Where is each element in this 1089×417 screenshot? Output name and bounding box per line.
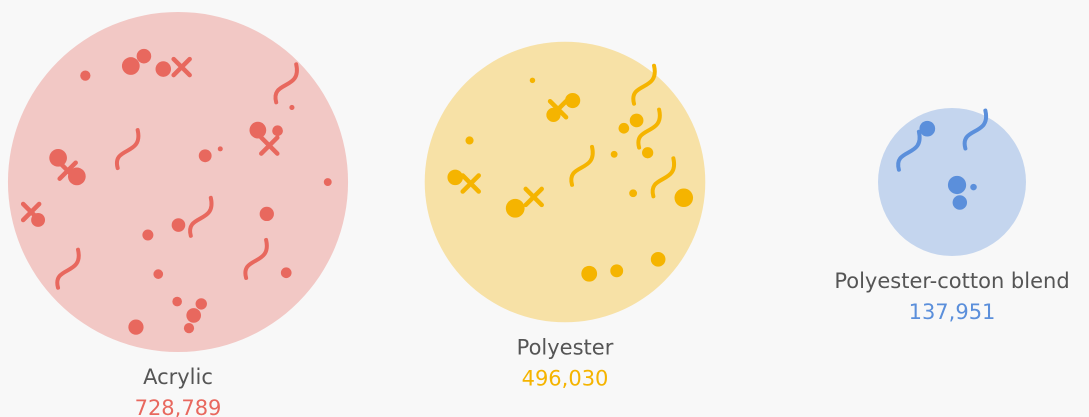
category-label: Polyester-cotton blend <box>834 269 1069 293</box>
dot <box>506 199 525 218</box>
dot <box>184 323 194 333</box>
category-label: Acrylic <box>143 365 213 389</box>
dot <box>629 189 637 197</box>
value-label: 137,951 <box>909 300 996 324</box>
dot <box>674 188 693 207</box>
dot <box>172 297 182 307</box>
dot <box>172 218 186 232</box>
dot <box>581 266 597 282</box>
dot <box>31 213 45 227</box>
dot <box>122 57 140 75</box>
category-label: Polyester <box>517 335 614 359</box>
value-label: 728,789 <box>135 396 222 417</box>
dot <box>919 121 935 137</box>
dot <box>142 229 153 240</box>
dot <box>281 267 292 278</box>
dot <box>186 308 201 323</box>
dot <box>137 49 152 64</box>
chart: Acrylic 728,789 Polyester 496,030 Polyester-… <box>0 0 1089 417</box>
dot <box>948 176 966 194</box>
dot <box>156 61 172 77</box>
dot <box>610 264 623 277</box>
dot <box>530 78 535 83</box>
dot <box>272 125 283 136</box>
dot <box>611 151 618 158</box>
dot <box>196 298 207 309</box>
dot <box>630 114 644 128</box>
dot <box>642 147 653 158</box>
dot <box>546 108 560 122</box>
dot <box>260 207 274 221</box>
value-label: 496,030 <box>522 366 609 390</box>
dot <box>324 178 332 186</box>
dot <box>80 71 90 81</box>
dot <box>651 252 666 267</box>
dot <box>249 122 266 139</box>
dot <box>465 136 473 144</box>
dot <box>447 170 463 186</box>
dot <box>153 269 163 279</box>
dot <box>128 320 143 335</box>
dot <box>953 195 967 209</box>
dot <box>970 184 977 191</box>
dot <box>619 123 630 134</box>
dot <box>218 146 223 151</box>
dot <box>199 149 212 162</box>
dot <box>289 105 294 110</box>
